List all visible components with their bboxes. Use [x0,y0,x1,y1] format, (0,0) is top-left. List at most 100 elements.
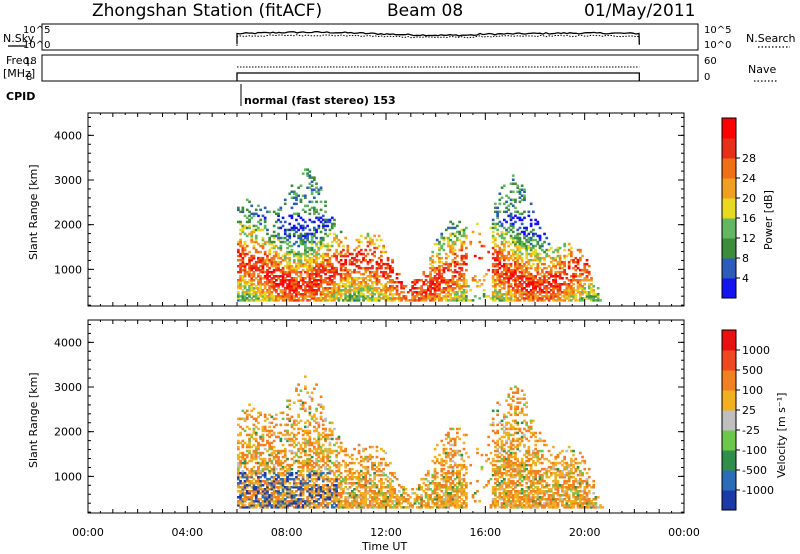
heatmap-cell [250,469,254,473]
heatmap-cell [304,242,307,246]
heatmap-cell [556,289,560,292]
heatmap-cell [315,250,318,254]
heatmap-cell [337,244,341,248]
heatmap-cell [380,477,383,481]
heatmap-cell [266,494,269,497]
heatmap-cell [435,488,439,491]
heatmap-cell [532,252,535,256]
heatmap-cell [326,498,330,501]
heatmap-cell [514,279,517,282]
heatmap-cell [266,463,269,467]
heatmap-cell [415,291,419,294]
heatmap-cell [324,287,327,290]
heatmap-cell [288,443,292,447]
heatmap-cell [357,471,361,475]
heatmap-cell [371,275,374,278]
heatmap-cell [277,459,280,463]
heatmap-cell [266,254,269,258]
heatmap-cell [406,498,410,501]
heatmap-cell [429,256,432,260]
heatmap-cell [279,262,283,266]
heatmap-cell [563,283,566,286]
heatmap-cell [538,291,542,294]
heatmap-cell [290,494,294,497]
heatmap-cell [297,266,300,270]
heatmap-cell [570,293,573,296]
heatmap-cell [532,287,535,290]
heatmap-cell [252,500,256,503]
heatmap-cell [424,477,428,481]
heatmap-cell [572,297,575,300]
heatmap-cell [239,266,242,270]
heatmap-cell [250,238,254,242]
heatmap-cell [317,490,321,493]
heatmap-cell [239,279,242,282]
heatmap-cell [295,500,298,503]
heatmap-cell [306,174,309,177]
heatmap-cell [257,490,260,493]
heatmap-cell [319,281,323,284]
heatmap-cell [514,198,517,202]
heatmap-cell [424,504,428,507]
heatmap-cell [337,287,341,290]
heatmap-cell [505,210,508,214]
heatmap-cell [315,451,318,455]
heatmap-cell [263,240,267,244]
heatmap-cell [315,283,318,286]
heatmap-cell [281,502,285,505]
heatmap-cell [261,427,265,431]
heatmap-cell [335,437,338,441]
heatmap-cell [366,506,370,509]
heatmap-cell [275,502,278,505]
heatmap-cell [462,283,466,286]
heatmap-cell [570,287,573,290]
heatmap-cell [250,234,254,238]
heatmap-cell [342,459,345,463]
heatmap-cell [328,492,332,495]
heatmap-cell [283,198,287,202]
heatmap-cell [583,266,587,270]
heatmap-cell [250,471,254,475]
heatmap-cell [384,262,388,266]
heatmap-cell [451,281,455,284]
heatmap-cell [330,281,334,284]
heatmap-cell [431,295,435,298]
heatmap-cell [315,471,318,475]
heatmap-cell [259,258,262,262]
heatmap-cell [404,295,408,298]
heatmap-cell [310,415,314,419]
heatmap-cell [328,264,332,268]
heatmap-cell [525,270,528,274]
heatmap-cell [283,254,287,258]
heatmap-cell [301,494,305,497]
heatmap-cell [330,266,334,270]
heatmap-cell [527,295,531,298]
heatmap-cell [451,242,455,246]
heatmap-cell [245,415,249,419]
heatmap-cell [286,504,289,507]
heatmap-cell [324,252,327,256]
heatmap-cell [438,246,441,250]
heatmap-cell [596,295,600,298]
heatmap-cell [509,212,513,216]
heatmap-cell [529,279,533,282]
heatmap-cell [328,447,332,451]
heatmap-cell [355,289,359,292]
heatmap-cell [576,279,580,282]
heatmap-cell [239,254,242,258]
heatmap-cell [315,268,318,272]
nave-tick-bottom: 0 [704,72,710,83]
heatmap-cell [558,260,562,264]
heatmap-cell [283,232,287,236]
heatmap-cell [357,484,361,487]
heatmap-cell [366,266,370,270]
heatmap-cell [254,248,258,252]
heatmap-cell [346,248,350,252]
heatmap-cell [373,242,376,246]
heatmap-cell [458,248,461,252]
heatmap-cell [362,297,365,300]
heatmap-cell [266,297,269,300]
heatmap-cell [330,216,334,220]
heatmap-cell [243,252,247,256]
heatmap-cell [310,220,314,224]
